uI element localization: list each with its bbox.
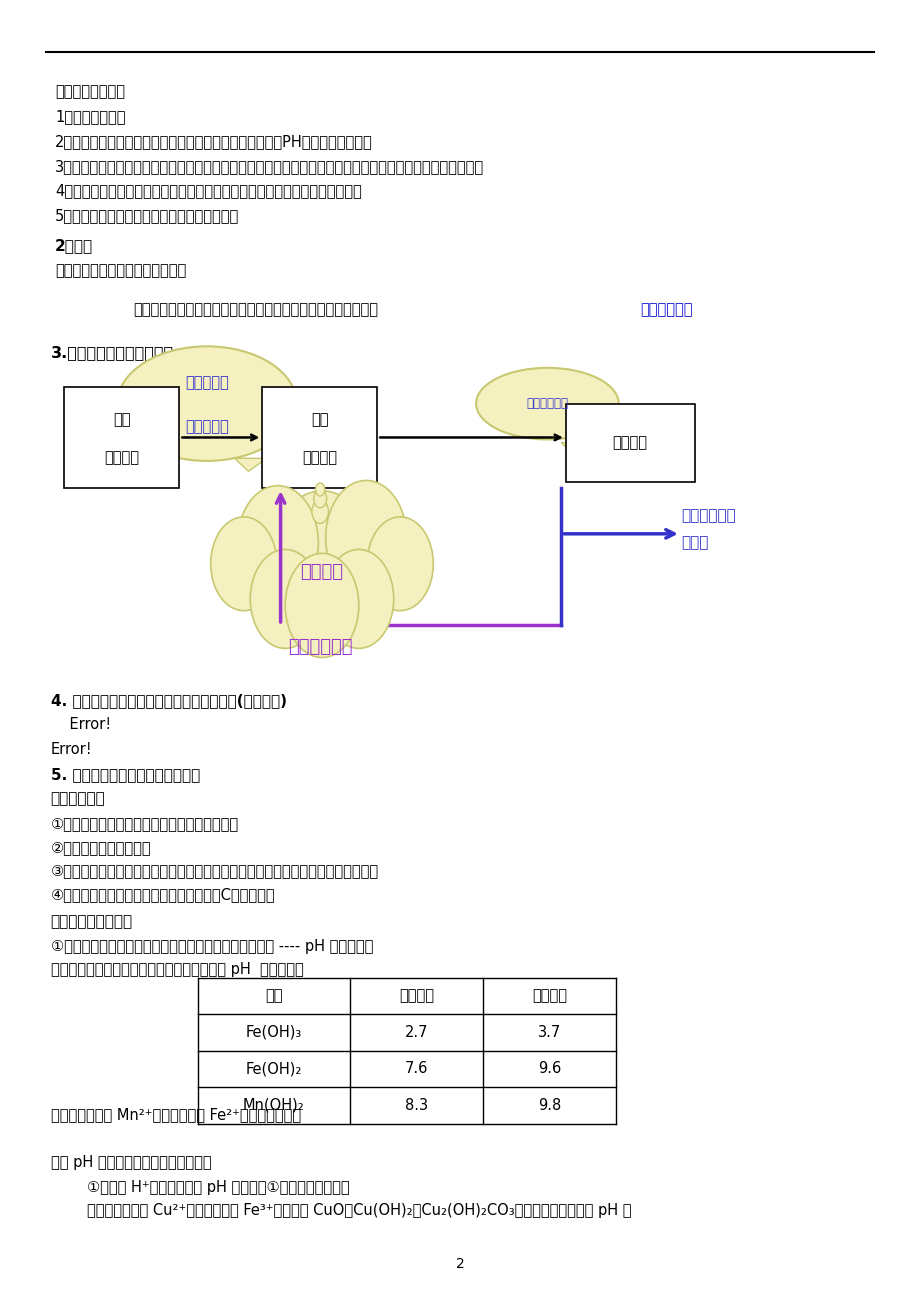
Circle shape	[237, 486, 318, 600]
Text: 考察内容主要有：: 考察内容主要有：	[55, 85, 125, 100]
Circle shape	[315, 483, 324, 496]
Text: 化处理: 化处理	[680, 535, 708, 551]
Text: 4）、绿色化学（物质的循环利用、废物处理、原子利用率、能量的充分利用）: 4）、绿色化学（物质的循环利用、废物处理、原子利用率、能量的充分利用）	[55, 184, 361, 199]
Text: Mn(OH)₂: Mn(OH)₂	[243, 1098, 304, 1113]
Text: 主线主产品分支副产品回头为循环: 主线主产品分支副产品回头为循环	[55, 263, 187, 279]
Text: 原料的预处理: 原料的预处理	[51, 792, 106, 807]
Text: 2.7: 2.7	[404, 1025, 427, 1040]
Text: 原料预处理: 原料预处理	[185, 375, 229, 391]
Text: Error!: Error!	[51, 742, 92, 758]
Text: 排放物的无害: 排放物的无害	[680, 508, 735, 523]
Text: 4. 熟练掌握中学化学中重要的化工生产原理(列举如下): 4. 熟练掌握中学化学中重要的化工生产原理(列举如下)	[51, 693, 287, 708]
Text: 8.3: 8.3	[404, 1098, 427, 1113]
Text: 2、规律: 2、规律	[55, 238, 93, 254]
Text: 原料循环利用: 原料循环利用	[288, 638, 352, 656]
Text: Fe(OH)₃: Fe(OH)₃	[245, 1025, 301, 1040]
Circle shape	[210, 517, 277, 611]
Text: ③煅烧如煅烧高岭土改变结构，使一些物质能溶解。并使一些杂质高温下氧化、分解: ③煅烧如煅烧高岭土改变结构，使一些物质能溶解。并使一些杂质高温下氧化、分解	[51, 863, 379, 879]
Circle shape	[250, 549, 320, 648]
Text: 无机矿物: 无机矿物	[104, 450, 140, 465]
Polygon shape	[234, 458, 267, 471]
FancyBboxPatch shape	[64, 387, 179, 488]
Text: 调节 pH 所需的物质一般应满足两点：: 调节 pH 所需的物质一般应满足两点：	[51, 1155, 211, 1170]
FancyBboxPatch shape	[262, 387, 377, 488]
Text: 除杂、净化: 除杂、净化	[185, 419, 229, 435]
Text: 例如：已知下列物质开始沉淀和沉淀完全时的 pH  如下表所示: 例如：已知下列物质开始沉淀和沉淀完全时的 pH 如下表所示	[51, 962, 303, 978]
Text: 3.7: 3.7	[538, 1025, 561, 1040]
Ellipse shape	[476, 368, 618, 440]
Text: Error!: Error!	[51, 717, 110, 733]
Circle shape	[313, 490, 326, 508]
Text: 3）、反应原理（离子反应、氧化还原反应、化学平衡、电离平衡、溶解平衡、水解原理、物质的分离与提纯）: 3）、反应原理（离子反应、氧化还原反应、化学平衡、电离平衡、溶解平衡、水解原理、…	[55, 159, 483, 174]
Circle shape	[323, 549, 393, 648]
Circle shape	[268, 491, 375, 642]
Text: 控制反应条件的方法: 控制反应条件的方法	[51, 914, 132, 930]
Text: 9.6: 9.6	[538, 1061, 561, 1077]
Circle shape	[367, 517, 433, 611]
Text: 开始沉淀: 开始沉淀	[398, 988, 434, 1004]
Text: 问题：若要除去 Mn²⁺溶液中含有的 Fe²⁺，应该怎样做？: 问题：若要除去 Mn²⁺溶液中含有的 Fe²⁺，应该怎样做？	[51, 1107, 301, 1122]
Ellipse shape	[117, 346, 296, 461]
Polygon shape	[561, 443, 588, 456]
FancyBboxPatch shape	[565, 404, 694, 482]
Text: 5）、化工安全（防爆、防污染、防中毒）等。: 5）、化工安全（防爆、防污染、防中毒）等。	[55, 208, 239, 224]
Text: 沉淀完全: 沉淀完全	[531, 988, 567, 1004]
Text: 7.6: 7.6	[404, 1061, 427, 1077]
Text: 核心考点：物质的分离操作、除杂试剂的选择、生产条件的控制: 核心考点：物质的分离操作、除杂试剂的选择、生产条件的控制	[133, 302, 378, 318]
Text: 1）、原料预处理: 1）、原料预处理	[55, 109, 126, 125]
Text: 反应条件: 反应条件	[301, 562, 343, 581]
Text: ①溶解通常用酸溶。如用硫酸、盐酸、浓硫酸等: ①溶解通常用酸溶。如用硫酸、盐酸、浓硫酸等	[51, 816, 238, 832]
Text: 5. 熟悉工业流程常见的操作与名词: 5. 熟悉工业流程常见的操作与名词	[51, 767, 199, 783]
Text: 原料: 原料	[113, 411, 130, 427]
Text: 产品分离提纯: 产品分离提纯	[640, 302, 692, 318]
Text: 2: 2	[455, 1256, 464, 1271]
Text: ①控制溶液的酸碱性使其某些金属离子形成氢氧化物沉淀 ---- pH 值的控制。: ①控制溶液的酸碱性使其某些金属离子形成氢氧化物沉淀 ---- pH 值的控制。	[51, 939, 372, 954]
Text: 核心: 核心	[311, 411, 328, 427]
Circle shape	[285, 553, 358, 658]
Text: 3.工业生产流程主线与核心: 3.工业生产流程主线与核心	[51, 345, 174, 361]
Text: ②灼烧如从海带中提取碘: ②灼烧如从海带中提取碘	[51, 840, 151, 855]
Text: 化学反应: 化学反应	[301, 450, 337, 465]
Text: 所需产品: 所需产品	[612, 435, 647, 450]
Circle shape	[312, 500, 328, 523]
Text: 物质: 物质	[265, 988, 282, 1004]
Text: 例如：若要除去 Cu²⁺溶液中混有的 Fe³⁺，可加入 CuO、Cu(OH)₂、Cu₂(OH)₂CO₃等物质来调节溶液的 pH 值: 例如：若要除去 Cu²⁺溶液中混有的 Fe³⁺，可加入 CuO、Cu(OH)₂、…	[87, 1203, 631, 1219]
Text: 9.8: 9.8	[538, 1098, 561, 1113]
Text: Fe(OH)₂: Fe(OH)₂	[245, 1061, 301, 1077]
Text: 2）、反应条件的控制（温度、压强、催化剂、原料配比、PH调节、溶剂选择）: 2）、反应条件的控制（温度、压强、催化剂、原料配比、PH调节、溶剂选择）	[55, 134, 372, 150]
Text: 立且公而担饰: 立且公而担饰	[526, 397, 568, 410]
Text: ①、能与 H⁺反应，使溶液 pH 值增大；①、不引入新杂质。: ①、能与 H⁺反应，使溶液 pH 值增大；①、不引入新杂质。	[87, 1180, 349, 1195]
Text: ④研磨适用于有机物的提取如苹果中维生素C的测定等。: ④研磨适用于有机物的提取如苹果中维生素C的测定等。	[51, 887, 275, 902]
Circle shape	[325, 480, 406, 595]
